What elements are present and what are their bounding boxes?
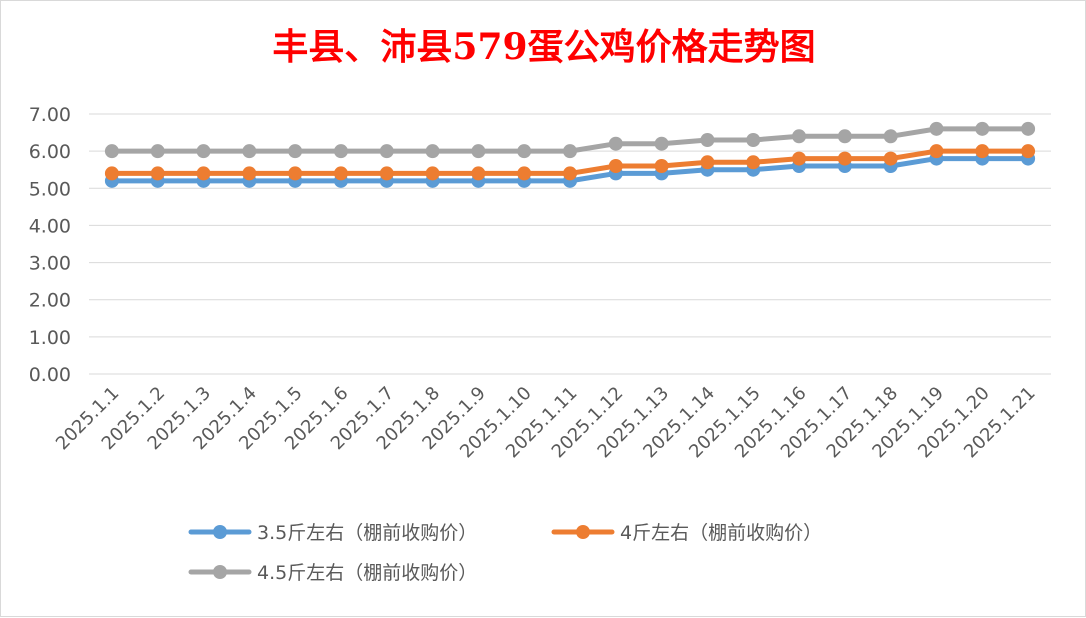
data-point	[700, 155, 715, 170]
data-point	[333, 144, 348, 159]
data-point	[242, 144, 257, 159]
data-point	[837, 151, 852, 166]
data-point	[517, 166, 532, 181]
data-point	[379, 144, 394, 159]
data-point	[792, 151, 807, 166]
data-point	[1021, 121, 1036, 136]
y-tick-label: 2.00	[29, 290, 71, 312]
data-point	[471, 144, 486, 159]
legend-swatch-marker	[213, 565, 227, 579]
data-point	[333, 166, 348, 181]
data-point	[517, 144, 532, 159]
data-point	[654, 136, 669, 151]
data-point	[104, 144, 119, 159]
y-tick-label: 6.00	[29, 141, 71, 163]
legend-label: 4斤左右（棚前收购价）	[620, 522, 822, 544]
legend-swatch-marker	[213, 525, 227, 539]
legend-swatch-marker	[576, 525, 590, 539]
data-point	[883, 151, 898, 166]
chart-title: 丰县、沛县579蛋公鸡价格走势图	[272, 26, 816, 68]
data-point	[196, 144, 211, 159]
data-point	[883, 129, 898, 144]
data-point	[975, 144, 990, 159]
legend-label: 4.5斤左右（棚前收购价）	[257, 562, 477, 584]
data-point	[654, 159, 669, 173]
data-point	[608, 159, 623, 173]
data-point	[792, 129, 807, 144]
data-point	[1021, 144, 1036, 159]
data-point	[425, 166, 440, 181]
data-point	[471, 166, 486, 181]
data-point	[837, 129, 852, 144]
data-point	[975, 121, 990, 136]
y-tick-label: 3.00	[29, 253, 71, 275]
data-point	[379, 166, 394, 181]
data-point	[150, 166, 165, 181]
data-point	[700, 133, 715, 147]
y-tick-label: 7.00	[29, 104, 71, 126]
data-point	[425, 144, 440, 159]
y-tick-label: 4.00	[29, 215, 71, 237]
data-point	[104, 166, 119, 181]
y-tick-label: 5.00	[29, 178, 71, 200]
y-tick-label: 1.00	[29, 327, 71, 349]
data-point	[196, 166, 211, 181]
data-point	[746, 133, 761, 147]
data-point	[288, 144, 303, 159]
data-point	[608, 136, 623, 151]
data-point	[563, 166, 577, 181]
data-point	[563, 144, 577, 159]
data-point	[929, 144, 944, 159]
data-point	[746, 155, 761, 170]
data-point	[929, 121, 944, 136]
data-point	[150, 144, 165, 159]
legend-label: 3.5斤左右（棚前收购价）	[257, 522, 477, 544]
y-tick-label: 0.00	[29, 364, 71, 386]
data-point	[242, 166, 257, 181]
data-point	[288, 166, 303, 181]
